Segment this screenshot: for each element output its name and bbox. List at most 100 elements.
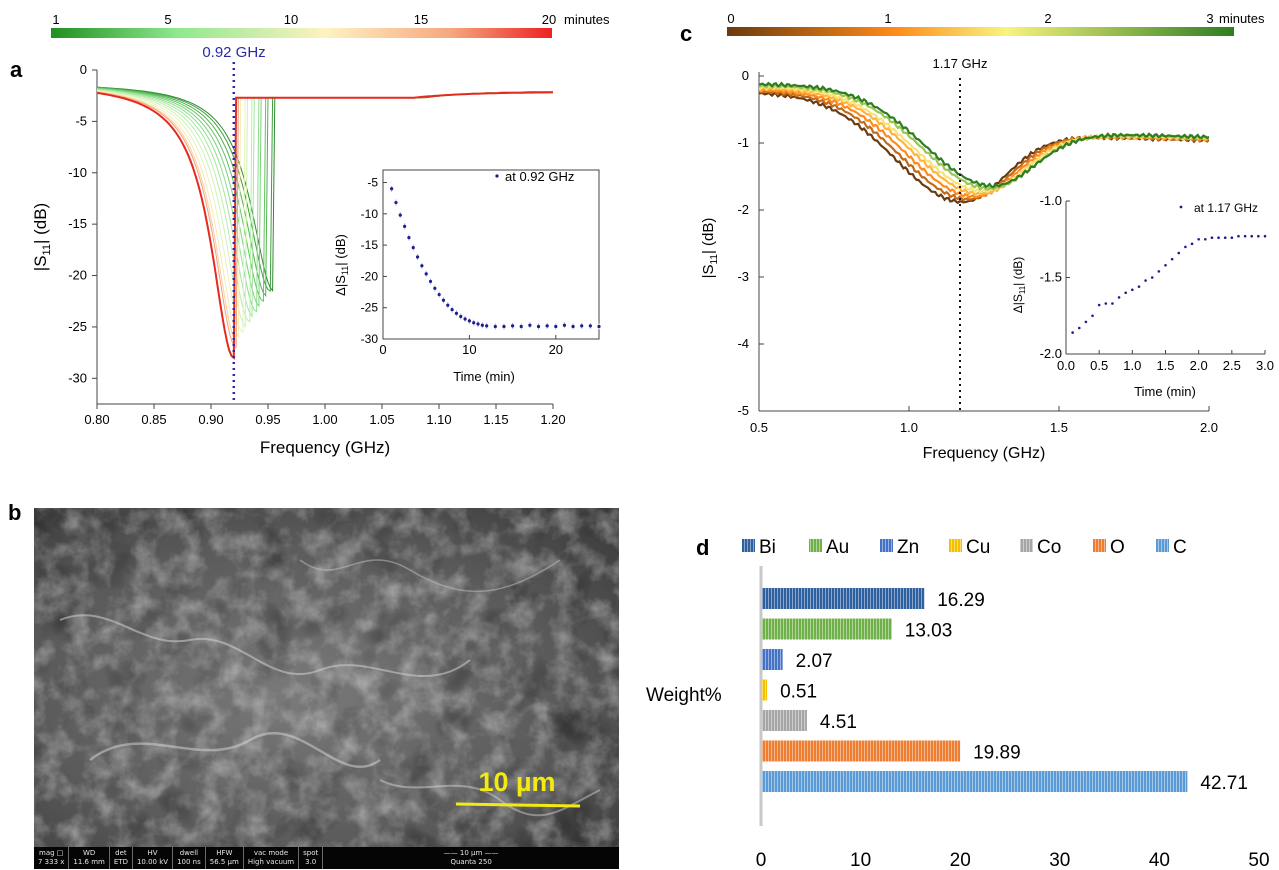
chart-c-inset-ytick-label: -2.0: [1040, 346, 1062, 361]
chart-a-inset-point: [493, 324, 497, 329]
chart-a-inset: 0 10 20 -5 -10 -15 -20 -25 -30: [361, 169, 601, 357]
chart-d-legend-swatch-texture: [949, 539, 962, 552]
chart-a-ytick-label: -30: [68, 370, 87, 385]
chart-d-axes: 0 10 20 30 40 50 16.29 13.03 2.07 0.514.51 19.89 42…: [756, 566, 1270, 870]
chart-d-legend-swatch-texture: [809, 539, 822, 552]
chart-c-ylabel: |S11| (dB): [700, 218, 720, 279]
colorbar-c-gradient: [727, 27, 1234, 36]
chart-a-inset-ytick-label: -25: [361, 301, 379, 315]
chart-d-legend: Bi Au Zn Cu Co O C: [742, 537, 1187, 558]
chart-c-ytick-label: -2: [737, 202, 749, 217]
colorbar-c-tick: 0: [727, 11, 734, 26]
chart-a-inset-xlabel: Time (min): [453, 369, 515, 384]
chart-a-inset-point: [394, 200, 398, 205]
chart-d-xtick-label: 40: [1149, 850, 1170, 870]
chart-a-inset-point: [428, 279, 433, 284]
chart-a-inset-xtick-label: 10: [462, 342, 476, 357]
chart-a-inset-ylabel: Δ|S11| (dB): [333, 234, 350, 296]
chart-a-inset-point: [597, 324, 601, 329]
chart-d-legend-label: Bi: [759, 537, 776, 558]
chart-a-inset-point: [390, 187, 394, 191]
chart-c-series-line: [759, 82, 1209, 192]
chart-c-ytick-label: 0: [742, 68, 749, 83]
sem-databar-cell: vac mode High vacuum: [244, 847, 300, 869]
colorbar-a-tick: 15: [414, 12, 428, 27]
chart-a-inset-point: [420, 264, 424, 268]
panel-d: d Bi Au Zn Cu Co O C 0 10 20 30 40 50 16.29 13.03 2.07…: [646, 535, 1270, 870]
chart-c-inset-point: [1197, 237, 1200, 241]
chart-a-inset-xtick-label: 20: [549, 342, 563, 357]
chart-c-inset-legend: at 1.17 GHz: [1194, 201, 1258, 215]
chart-c-inset-ylabel: Δ|S11| (dB): [1011, 257, 1027, 314]
chart-a-xtick-label: 0.80: [84, 412, 109, 427]
chart-d-legend-swatch-texture: [1020, 539, 1033, 552]
chart-a-inset-point: [502, 324, 506, 329]
colorbar-c-tick: 2: [1044, 11, 1051, 26]
sem-scale-label: 10 µm: [478, 767, 555, 797]
sem-databar-cell: mag □ 7 333 x: [34, 847, 70, 869]
chart-a-ytick-label: 0: [80, 62, 87, 77]
chart-c-series-line: [759, 81, 1209, 189]
chart-c-inset-legend-marker: [1179, 205, 1183, 209]
chart-c-inset-point: [1084, 320, 1088, 324]
chart-d-xtick-label: 30: [1049, 850, 1070, 870]
chart-a-inset-point: [536, 324, 541, 329]
chart-a-ytick-label: -15: [68, 216, 87, 231]
chart-c-inset-xtick-label: 2.5: [1223, 358, 1241, 373]
sem-databar: mag □ 7 333 x WD 11.6 mm det ETD HV 10.00 kV…: [34, 847, 619, 869]
chart-a-xtick-label: 1.05: [369, 412, 394, 427]
chart-d-legend-label: Cu: [966, 537, 990, 558]
chart-c-inset-xtick-label: 0.5: [1090, 358, 1108, 373]
chart-a-plot-area: [97, 86, 553, 360]
chart-c-inset-point: [1230, 236, 1234, 240]
chart-a-inset-point: [528, 323, 532, 327]
chart-a-inset-point: [441, 298, 446, 302]
chart-a-ytick-label: -25: [68, 319, 87, 334]
chart-c-inset-xtick-label: 3.0: [1256, 358, 1274, 373]
chart-c-inset-point: [1250, 234, 1254, 238]
chart-c-inset-point: [1263, 234, 1267, 238]
chart-c-xtick-label: 0.5: [750, 420, 768, 435]
chart-a-marker-label: 0.92 GHz: [202, 44, 265, 61]
chart-d-value-label: 42.71: [1200, 773, 1248, 794]
chart-d-ylabel: Weight%: [646, 685, 722, 706]
colorbar-a-tick: 20: [542, 12, 556, 27]
chart-a-axes: 0.80 0.85 0.90 0.95 1.00 1.05 1.10 1.15 1.20 0 -5 -…: [68, 62, 566, 427]
panel-b-label: b: [8, 500, 21, 525]
chart-a-inset-xtick-label: 0: [379, 342, 386, 357]
chart-d-xtick-label: 20: [950, 850, 971, 870]
chart-c-inset-point: [1184, 245, 1187, 249]
chart-a-inset-point: [433, 286, 437, 290]
chart-a-inset-ytick-label: -5: [367, 176, 378, 190]
panel-a: a 1 5 10 15 20 minutes 0.80 0.85 0.90 0.95 1…: [10, 12, 610, 457]
chart-d-value-label: 16.29: [937, 590, 985, 611]
chart-d-legend-label: Co: [1037, 537, 1061, 558]
chart-d-bar-texture: [762, 679, 768, 701]
colorbar-a-tick: 5: [164, 12, 171, 27]
chart-a-inset-legend-marker: [495, 174, 499, 178]
chart-c-inset-point: [1137, 285, 1141, 288]
chart-c-inset-ytick-label: -1.5: [1040, 270, 1062, 285]
chart-c-inset-xtick-label: 1.0: [1123, 358, 1141, 373]
chart-a-inset-point: [403, 224, 407, 228]
chart-c-inset-point: [1210, 236, 1214, 240]
chart-d-bar-texture: [762, 588, 925, 609]
chart-d-xtick-label: 0: [756, 850, 767, 870]
chart-a-inset-ytick-label: -10: [361, 207, 379, 221]
chart-a-inset-point: [571, 324, 575, 329]
chart-c-inset-point: [1170, 257, 1174, 261]
colorbar-c-tick: 3: [1206, 11, 1213, 26]
chart-c-inset-point: [1124, 291, 1127, 295]
chart-c-marker-label: 1.17 GHz: [933, 56, 988, 71]
chart-a-xtick-label: 0.95: [255, 412, 280, 427]
chart-d-legend-label: Zn: [897, 537, 919, 558]
chart-c-inset-background: [1066, 201, 1265, 354]
chart-a-ytick-label: -10: [68, 165, 87, 180]
chart-d-legend-label: O: [1110, 537, 1125, 558]
chart-d-xtick-label: 10: [850, 850, 871, 870]
sem-databar-cell: dwell 100 ns: [173, 847, 206, 869]
chart-c-inset-point: [1190, 242, 1194, 246]
chart-c-inset-point: [1223, 236, 1227, 240]
chart-c-ytick-label: -5: [737, 403, 749, 418]
